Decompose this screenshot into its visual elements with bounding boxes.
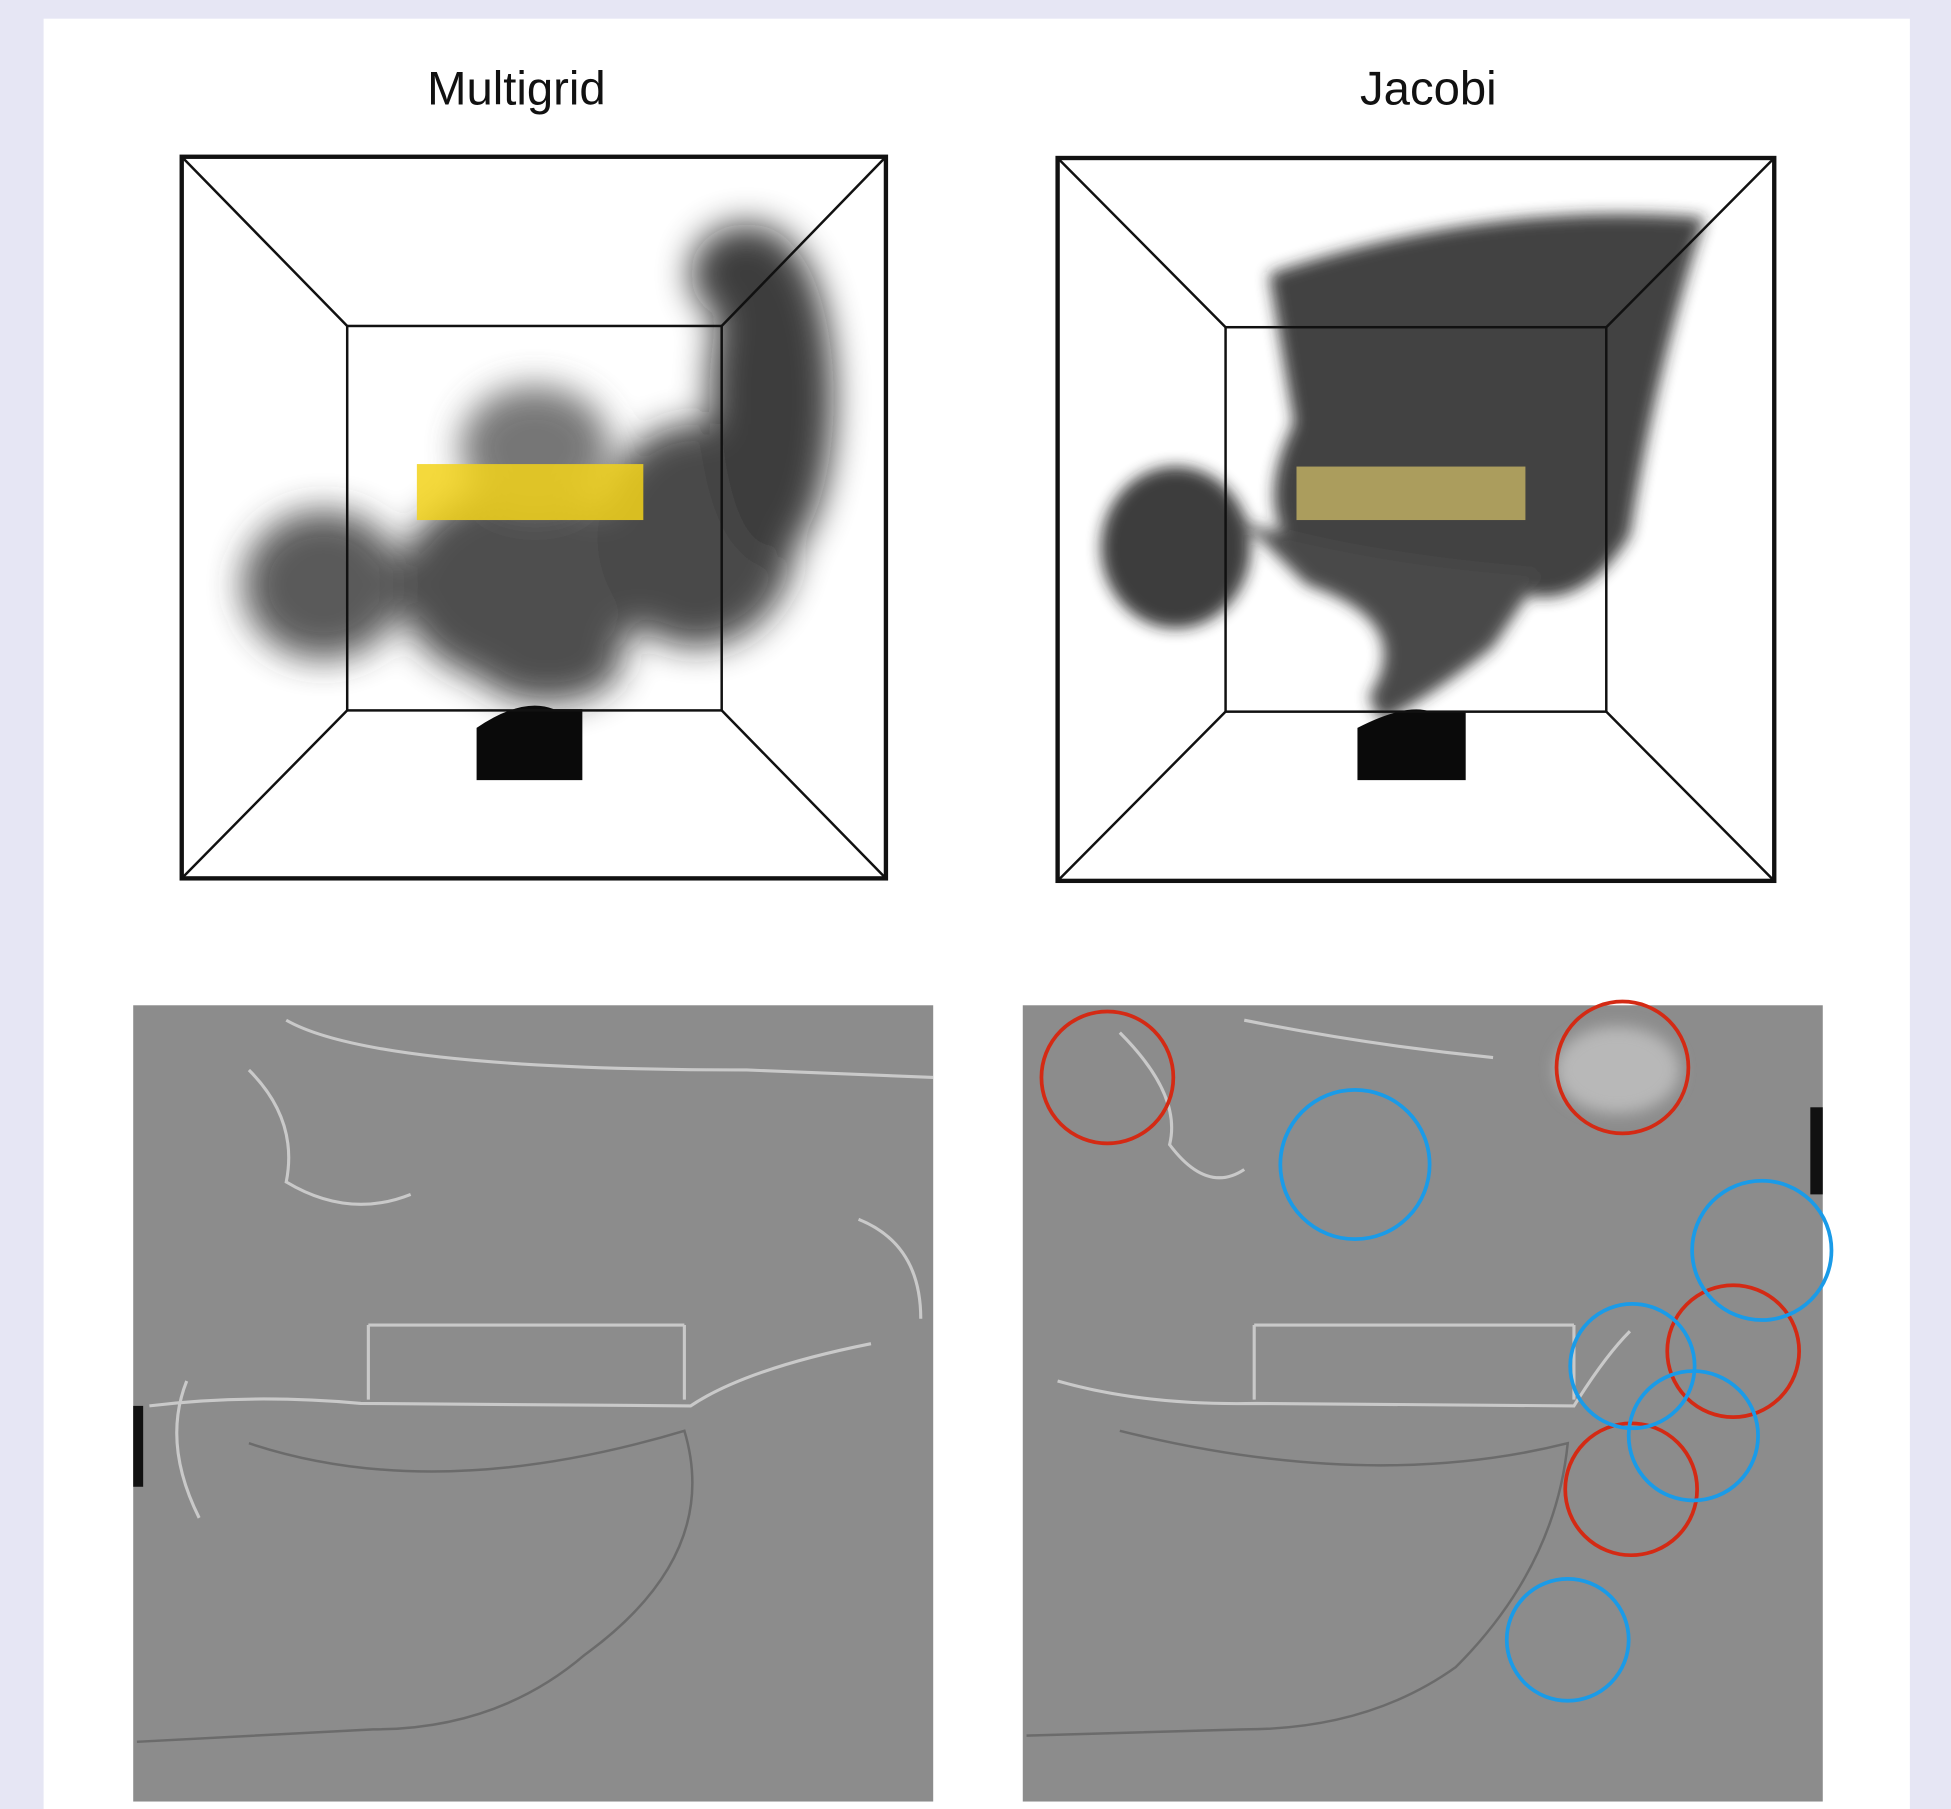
page: Multigrid Jacobi xyxy=(0,0,1951,1809)
smoke-blob xyxy=(473,616,622,703)
boundary-artifact xyxy=(1810,1107,1822,1194)
pressure-slice xyxy=(1023,1002,1832,1802)
smoke-blob xyxy=(243,510,405,659)
noise-patch xyxy=(1555,1026,1679,1113)
pressure-slice xyxy=(133,1005,933,1801)
obstacle xyxy=(1296,467,1525,520)
figure: Multigrid Jacobi xyxy=(0,0,1951,1809)
boundary-artifact xyxy=(133,1406,143,1487)
panel-title: Multigrid xyxy=(427,63,606,116)
smoke-blob xyxy=(691,224,803,324)
smoke-blob xyxy=(1101,467,1250,629)
obstacle xyxy=(417,464,643,520)
panel-title: Jacobi xyxy=(1360,63,1497,116)
